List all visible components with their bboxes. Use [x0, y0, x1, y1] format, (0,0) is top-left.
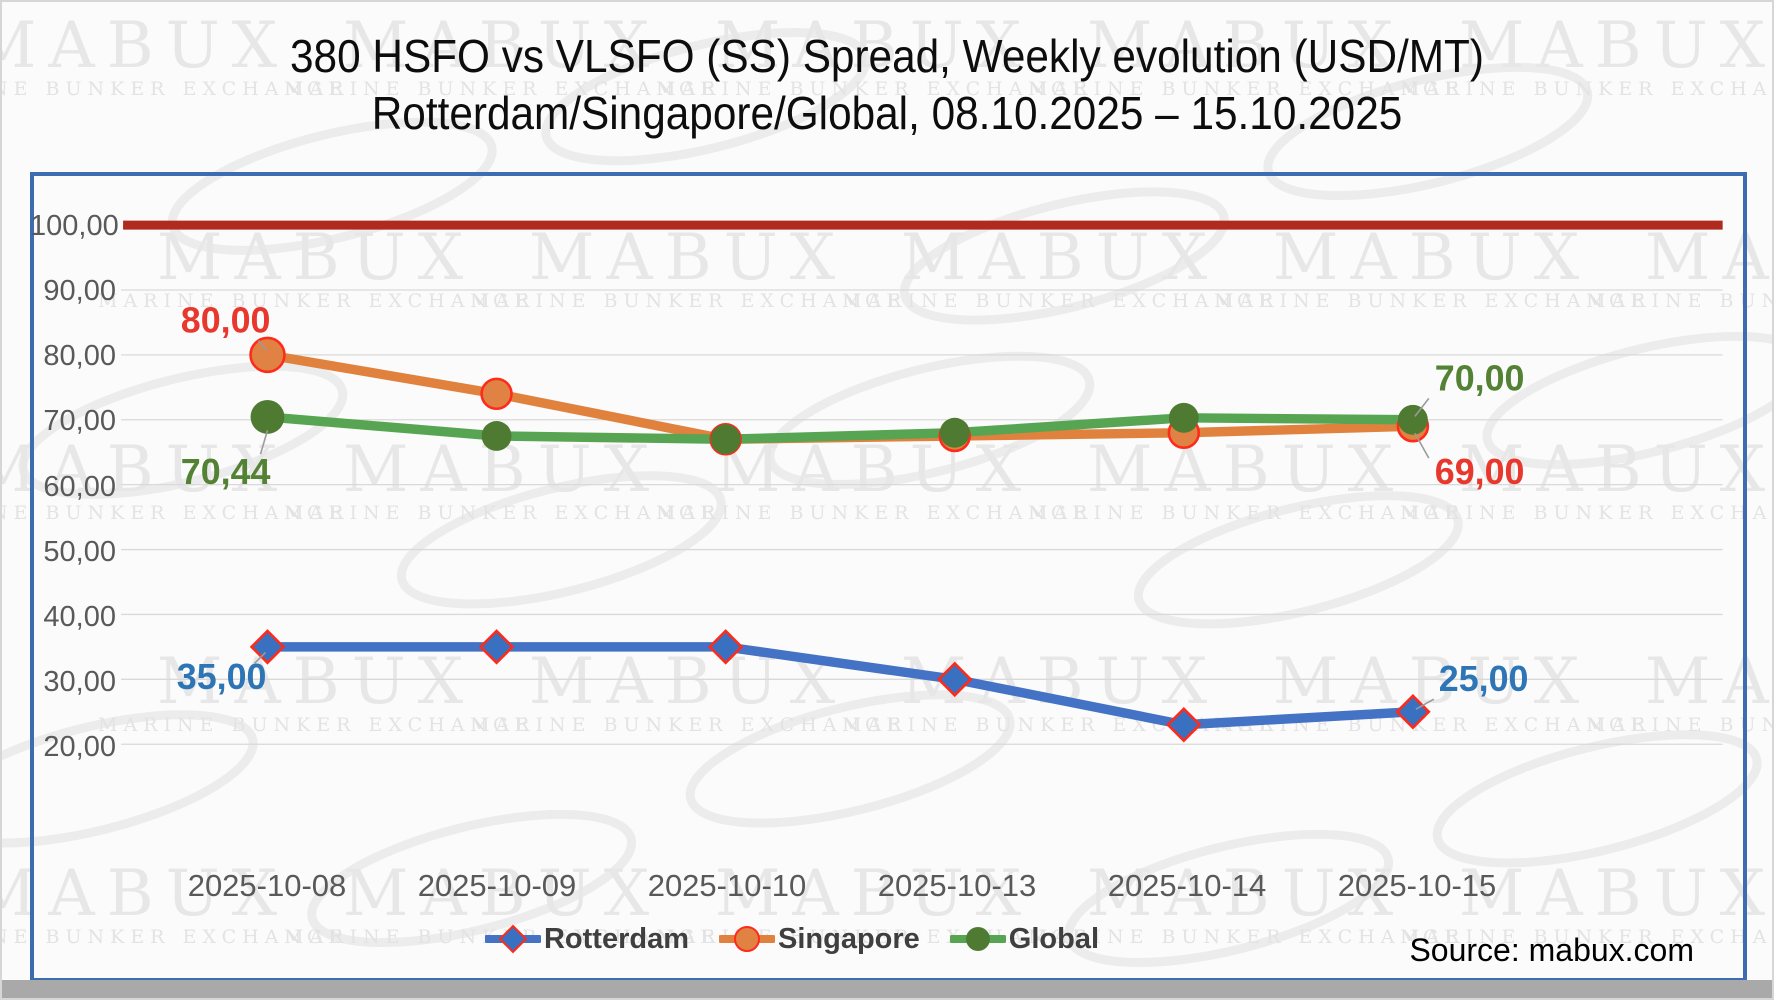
legend-item-rotterdam: Rotterdam	[484, 922, 689, 956]
watermark-brand-text: MABUX	[1644, 645, 1772, 719]
bottom-edge-band	[2, 980, 1772, 998]
watermark-brand-text: MABUX	[1086, 9, 1406, 83]
watermark-brand-text: MABUX	[2, 433, 290, 507]
y-axis-tick-90: 90,00	[43, 275, 116, 308]
legend-label-singapore: Singapore	[777, 922, 920, 955]
chart-title-line2: Rotterdam/Singapore/Global, 08.10.2025 –…	[371, 87, 1403, 139]
watermark-swoosh	[1432, 730, 1762, 868]
legend-marker-rotterdam-icon	[484, 924, 541, 954]
watermark-tagline-text: MARINE BUNKER EXCHANGE	[842, 290, 1279, 312]
watermark-tagline-text: MARINE BUNKER EXCHANGE	[98, 290, 535, 312]
x-axis-tick-2025-10-10: 2025-10-10	[647, 868, 807, 903]
y-axis-tick-20: 20,00	[43, 731, 116, 764]
y-axis-tick-100: 100,00	[30, 210, 119, 242]
legend-item-singapore: Singapore	[718, 922, 920, 956]
watermark-swoosh	[1064, 829, 1394, 967]
watermark-brand-text: MABUX	[714, 9, 1034, 83]
chart-title: 380 HSFO vs VLSFO (SS) Spread, Weekly ev…	[73, 28, 1701, 142]
y-axis-tick-50: 50,00	[43, 535, 116, 568]
watermark-tagline-text: MARINE BUNKER EXCHANGE	[1586, 290, 1772, 312]
watermark-swoosh	[396, 471, 726, 609]
watermark-tagline-text: MARINE BUNKER EXCHANGE	[656, 78, 1093, 100]
watermark-brand-text: MABUX	[1644, 221, 1772, 295]
watermark-brand-text: MABUX	[2, 9, 290, 83]
y-axis-tick-40: 40,00	[43, 600, 116, 633]
watermark-tagline-text: MARINE BUNKER EXCHANGE	[1028, 502, 1465, 524]
watermark-brand-text: MABUX	[1086, 433, 1406, 507]
watermark-brand-text: MABUX	[714, 857, 1034, 931]
watermark-swoosh	[541, 28, 871, 166]
legend-item-global: Global	[949, 922, 1100, 956]
legend-marker-global-icon	[949, 927, 1006, 951]
x-axis-tick-2025-10-08: 2025-10-08	[187, 868, 347, 903]
watermark-brand-text: MABUX	[2, 857, 290, 931]
y-axis-tick-30: 30,00	[43, 666, 116, 699]
watermark-tagline-text: MARINE BUNKER EXCHANGE	[1028, 78, 1465, 100]
watermark-brand-text: MABUX	[1458, 857, 1772, 931]
watermark-tagline-text: MARINE BUNKER EXCHANGE	[284, 78, 721, 100]
watermark-tagline-text: MARINE BUNKER EXCHANGE	[1214, 290, 1651, 312]
watermark-tagline-text: MARINE BUNKER EXCHANGE	[2, 502, 349, 524]
x-axis-tick-2025-10-14: 2025-10-14	[1107, 868, 1267, 903]
watermark-tagline-text: MARINE BUNKER EXCHANGE	[1586, 714, 1772, 736]
watermark-swoosh	[1482, 331, 1772, 469]
chart-title-line1: 380 HSFO vs VLSFO (SS) Spread, Weekly ev…	[290, 30, 1484, 82]
watermark-tagline-text: MARINE BUNKER EXCHANGE	[2, 78, 349, 100]
watermark-swoosh	[1263, 62, 1593, 201]
watermark-tagline-text: MARINE BUNKER EXCHANGE	[1400, 78, 1772, 100]
chart-legend: Rotterdam Singapore Global	[2, 922, 1582, 956]
watermark-tagline-text: MARINE BUNKER EXCHANGE	[656, 502, 1093, 524]
legend-marker-singapore-icon	[718, 926, 775, 952]
watermark-tagline-text: MARINE BUNKER EXCHANGE	[1400, 502, 1772, 524]
watermark-swoosh	[899, 187, 1229, 325]
y-axis-tick-70: 70,00	[43, 405, 116, 438]
watermark-brand-text: MABUX	[900, 221, 1220, 295]
watermark-tagline-text: MARINE BUNKER EXCHANGE	[470, 290, 907, 312]
watermark-tagline-text: MARINE BUNKER EXCHANGE	[1400, 926, 1772, 948]
watermark-brand-text: MABUX	[528, 221, 848, 295]
watermark-tagline-text: MARINE BUNKER EXCHANGE	[1028, 926, 1465, 948]
watermark-swoosh	[307, 809, 637, 948]
source-label: Source: mabux.com	[1409, 932, 1694, 968]
x-axis-tick-2025-10-09: 2025-10-09	[417, 868, 577, 903]
legend-label-rotterdam: Rotterdam	[543, 922, 689, 955]
watermark-brand-text: MABUX	[1458, 9, 1772, 83]
watermark-brand-text: MABUX	[1458, 433, 1772, 507]
y-axis-tick-60: 60,00	[43, 470, 116, 503]
x-axis-tick-2025-10-15: 2025-10-15	[1337, 868, 1497, 903]
x-axis-tick-2025-10-13: 2025-10-13	[877, 868, 1037, 903]
chart-frame	[30, 172, 1747, 982]
watermark-brand-text: MABUX	[342, 857, 662, 931]
watermark-tagline-text: MARINE BUNKER EXCHANGE	[284, 502, 721, 524]
watermark-swoosh	[1133, 491, 1463, 629]
watermark-brand-text: MABUX	[1086, 857, 1406, 931]
watermark-brand-text: MABUX	[1272, 221, 1592, 295]
legend-label-global: Global	[1008, 922, 1100, 955]
watermark-swoosh	[2, 710, 258, 848]
watermark-brand-text: MABUX	[342, 9, 662, 83]
watermark-tagline-text: MARINE BUNKER EXCHANGE	[2, 926, 349, 948]
y-axis-tick-80: 80,00	[43, 340, 116, 373]
watermark-brand-text: MABUX	[156, 221, 476, 295]
